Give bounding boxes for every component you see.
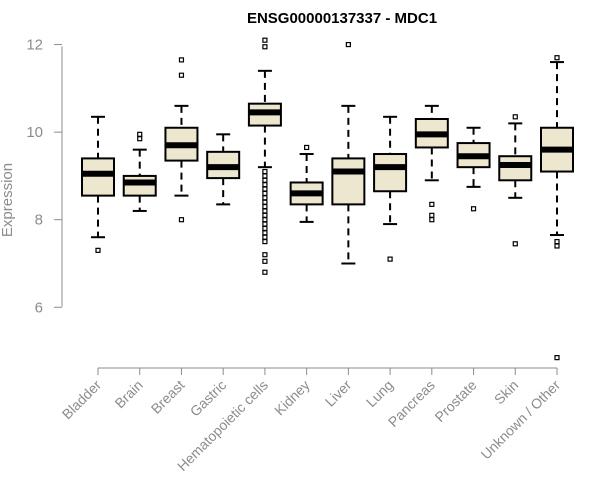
y-tick-label: 12 [26, 37, 43, 54]
outlier-point [554, 238, 560, 245]
outlier-point [262, 190, 268, 197]
x-tick-label: Liver [322, 377, 355, 410]
x-tick-label: Breast [148, 377, 188, 417]
outlier-point [262, 221, 268, 227]
outlier-point [345, 41, 351, 48]
x-tick-label: Kidney [271, 377, 313, 419]
outlier-point [262, 258, 268, 264]
x-tick-label: Brain [111, 377, 145, 411]
outlier-point [512, 241, 518, 247]
outlier-point [262, 177, 268, 183]
outlier-point [470, 206, 477, 212]
y-tick-label: 6 [35, 299, 43, 316]
outlier-point [429, 217, 435, 223]
outlier-point [554, 243, 560, 249]
outlier-point [262, 208, 268, 214]
outlier-point [137, 131, 143, 137]
outlier-point [262, 168, 268, 175]
outlier-point [262, 234, 268, 240]
outlier-point [262, 225, 268, 232]
outlier-point [262, 173, 268, 179]
y-tick-label: 8 [35, 212, 43, 229]
iqr-box [498, 155, 533, 182]
iqr-box [373, 153, 408, 193]
x-tick-label: Prostate [431, 377, 479, 425]
iqr-box [81, 157, 115, 197]
outlier-point [137, 136, 143, 142]
outlier-point [429, 212, 435, 218]
y-tick-label: 10 [26, 124, 43, 141]
outlier-point [262, 217, 268, 223]
outlier-point [262, 195, 268, 201]
y-axis-label: Expression [0, 163, 16, 237]
outlier-point [554, 355, 560, 361]
chart-title: ENSG00000137337 - MDC1 [247, 10, 437, 27]
outlier-point [512, 114, 518, 120]
outlier-point [178, 217, 185, 223]
x-tick-label: Lung [363, 377, 396, 410]
iqr-box [331, 157, 366, 206]
outlier-point [178, 57, 185, 63]
iqr-box [122, 174, 157, 197]
outlier-point [262, 182, 268, 188]
outlier-point [262, 44, 268, 50]
outlier-point [387, 256, 393, 262]
outlier-point [554, 55, 560, 61]
outlier-point [262, 199, 268, 205]
outlier-point [262, 269, 268, 275]
outlier-point [262, 252, 268, 258]
outlier-point [262, 203, 268, 210]
outlier-point [95, 247, 101, 253]
x-tick-label: Unknown / Other [478, 377, 564, 463]
outlier-point [178, 72, 185, 78]
outlier-point [262, 37, 268, 43]
outlier-point [262, 212, 268, 218]
outlier-point [429, 201, 435, 207]
x-tick-label: Bladder [59, 377, 105, 423]
x-tick-label: Skin [491, 377, 522, 408]
outlier-point [262, 238, 268, 245]
outlier-point [262, 230, 268, 236]
outlier-point [304, 144, 310, 151]
outlier-point [262, 186, 268, 192]
